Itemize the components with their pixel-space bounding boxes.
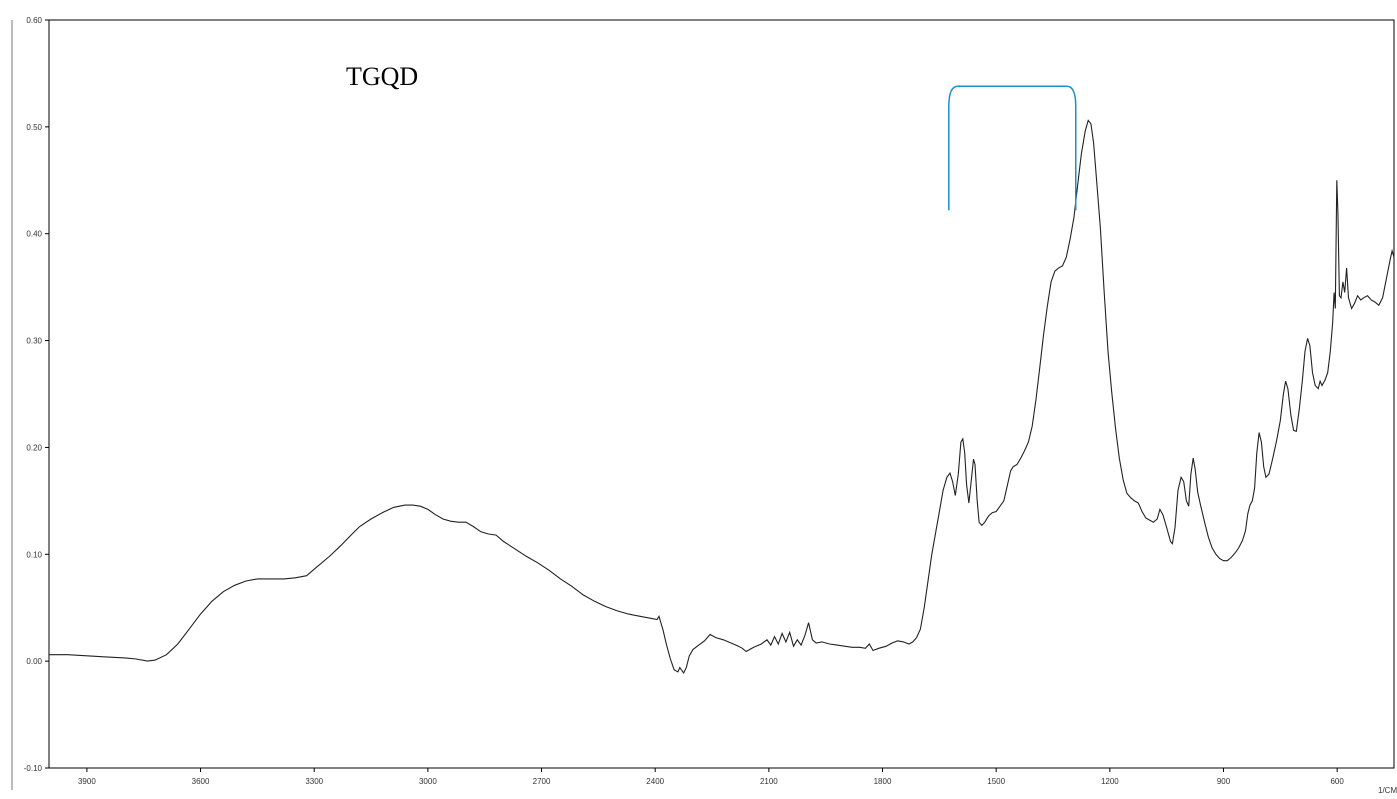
y-tick-label: 0.40 [26, 230, 42, 239]
x-tick-label: 3300 [305, 777, 323, 786]
plot-frame [48, 19, 1395, 769]
bracket-annotation [948, 85, 1077, 211]
y-tick-label: 0.60 [26, 16, 42, 25]
x-tick-label: 1500 [987, 777, 1005, 786]
x-tick-label: 2100 [760, 777, 778, 786]
x-tick-label: 1800 [874, 777, 892, 786]
tgqd-label: TGQD [346, 62, 418, 91]
x-axis: 3900 3600 3300 3000 2700 2400 2100 1800 1500 1200… [78, 768, 1344, 786]
spectrum-line [49, 119, 1395, 674]
y-tick-label: 0.00 [26, 657, 42, 666]
x-tick-label: 600 [1330, 777, 1344, 786]
y-tick-label: 0.30 [26, 337, 42, 346]
y-tick-label: 0.50 [26, 123, 42, 132]
x-tick-label: 3900 [78, 777, 96, 786]
x-tick-label: 1200 [1101, 777, 1119, 786]
y-axis: -0.10 0.00 0.10 0.20 0.30 0.40 0.50 0.60 [24, 16, 49, 773]
y-tick-label: -0.10 [24, 764, 43, 773]
x-tick-label: 3000 [419, 777, 437, 786]
y-tick-label: 0.20 [26, 443, 42, 452]
x-unit-label: 1/CM [1378, 786, 1397, 795]
x-tick-label: 2700 [533, 777, 551, 786]
x-tick-label: 3600 [192, 777, 210, 786]
x-tick-label: 2400 [646, 777, 664, 786]
y-tick-label: 0.10 [26, 550, 42, 559]
x-tick-label: 900 [1217, 777, 1231, 786]
